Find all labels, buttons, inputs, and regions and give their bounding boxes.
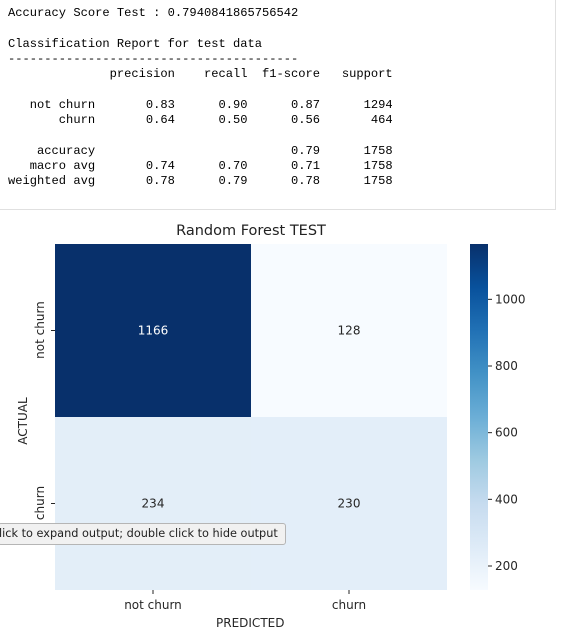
- colorbar-tick-label: 400: [495, 492, 518, 506]
- y-axis-label: ACTUAL: [16, 396, 30, 446]
- expand-output-tooltip: lick to expand output; double click to h…: [0, 523, 286, 545]
- x-axis-label: PREDICTED: [216, 616, 284, 630]
- x-tick-label: churn: [289, 598, 409, 612]
- y-tick-label: not churn: [33, 280, 47, 380]
- colorbar: [470, 244, 488, 590]
- heatmap-cell-value: 1166: [138, 324, 169, 338]
- heatmap-cell-value: 234: [142, 497, 165, 511]
- colorbar-tick-label: 200: [495, 559, 518, 573]
- colorbar-tick-label: 600: [495, 426, 518, 440]
- colorbar-tick-label: 1000: [495, 292, 526, 306]
- x-tick-label: not churn: [93, 598, 213, 612]
- colorbar-tick-label: 800: [495, 359, 518, 373]
- heatmap-cell-value: 128: [338, 324, 361, 338]
- heatmap-cell-value: 230: [338, 497, 361, 511]
